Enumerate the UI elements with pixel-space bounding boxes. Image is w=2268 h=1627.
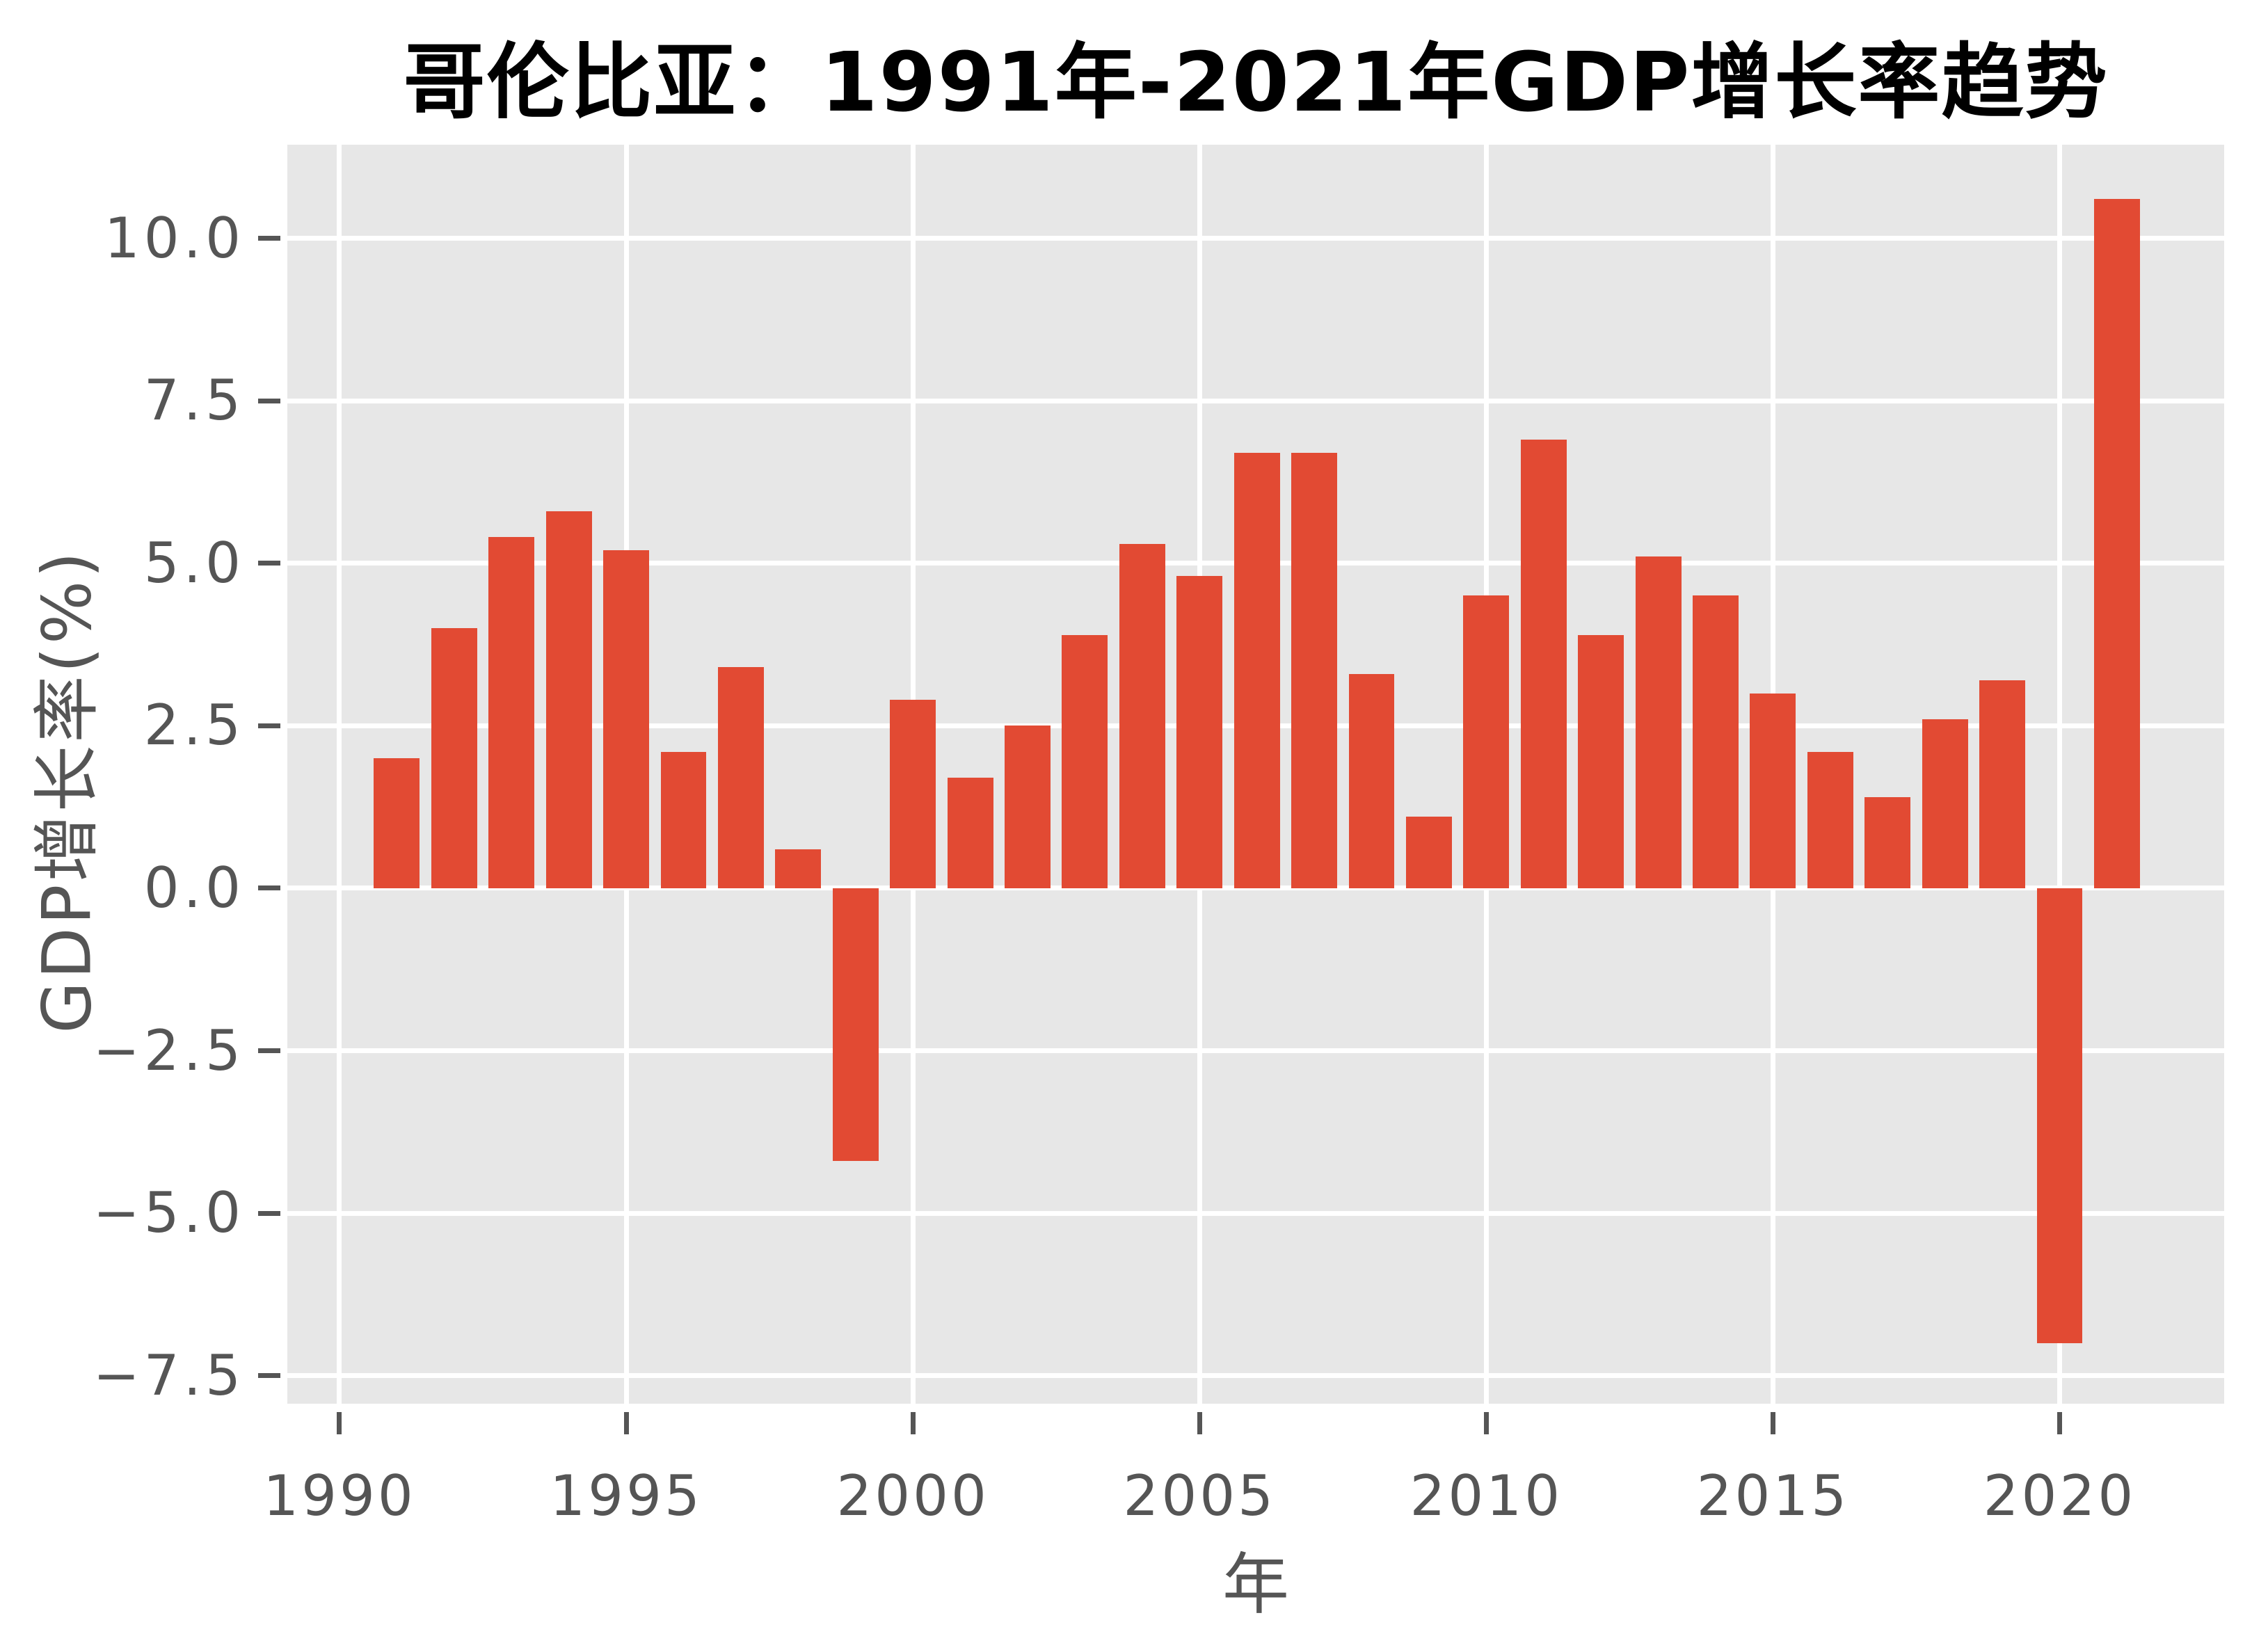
bar-1997 [717, 667, 764, 888]
bar-1996 [660, 751, 707, 888]
bar-2009 [1405, 817, 1452, 888]
gridline-y-0 [287, 885, 2224, 891]
y-tick-label-5: 5.0 [143, 530, 245, 595]
y-tick-mark-7.5 [258, 398, 280, 403]
x-tick-mark-2010 [1483, 1412, 1489, 1434]
y-tick-label--5: −5.0 [93, 1180, 245, 1246]
bar-2015 [1750, 693, 1796, 888]
gridline-x-2020 [2057, 145, 2062, 1404]
y-tick-label-7.5: 7.5 [143, 368, 245, 433]
x-tick-label-2015: 2015 [1696, 1464, 1850, 1528]
y-tick-label-0: 0.0 [143, 855, 245, 920]
bar-1993 [488, 537, 535, 888]
bar-2019 [1979, 680, 2025, 888]
gridline-y--5 [287, 1210, 2224, 1216]
gridline-y-7.5 [287, 398, 2224, 403]
bar-2000 [890, 700, 936, 888]
y-tick-mark--5 [258, 1210, 280, 1216]
x-axis-label: 年 [1222, 1546, 1289, 1624]
y-tick-label--2.5: −2.5 [93, 1018, 245, 1083]
x-tick-mark-2015 [1770, 1412, 1775, 1434]
bar-2020 [2036, 888, 2083, 1344]
bar-2017 [1864, 797, 1911, 888]
y-tick-label-10: 10.0 [104, 205, 245, 271]
bar-2005 [1176, 576, 1223, 888]
x-tick-label-2000: 2000 [836, 1464, 989, 1528]
plot-area [287, 145, 2224, 1404]
gridline-y--7.5 [287, 1373, 2224, 1379]
bar-2011 [1520, 440, 1567, 888]
bar-2001 [947, 778, 993, 888]
bar-2021 [2093, 199, 2140, 888]
bar-1998 [775, 849, 822, 888]
bar-1992 [431, 628, 477, 888]
x-tick-mark-2005 [1197, 1412, 1202, 1434]
bar-2006 [1233, 452, 1280, 888]
x-tick-label-2005: 2005 [1123, 1464, 1277, 1528]
x-tick-label-1995: 1995 [550, 1464, 703, 1528]
x-tick-label-2010: 2010 [1409, 1464, 1563, 1528]
y-tick-mark-10 [258, 236, 280, 241]
bar-1995 [603, 550, 650, 888]
y-tick-mark-2.5 [258, 723, 280, 728]
x-tick-mark-2020 [2057, 1412, 2062, 1434]
chart-title: 哥伦比亚：1991年-2021年GDP增长率趋势 [403, 34, 2109, 130]
bar-2010 [1463, 595, 1510, 888]
bar-2007 [1291, 452, 1338, 888]
bar-2004 [1119, 543, 1165, 888]
bar-2016 [1807, 751, 1853, 888]
x-tick-mark-1990 [337, 1412, 342, 1434]
bar-2018 [1922, 719, 1968, 888]
bar-2008 [1348, 673, 1395, 888]
bar-2012 [1578, 634, 1624, 888]
x-tick-label-2020: 2020 [1983, 1464, 2137, 1528]
y-tick-label-2.5: 2.5 [143, 693, 245, 758]
y-tick-mark-5 [258, 561, 280, 566]
x-tick-label-1990: 1990 [263, 1464, 416, 1528]
gridline-x-1990 [337, 145, 342, 1404]
y-tick-mark--7.5 [258, 1373, 280, 1379]
bar-1994 [545, 511, 592, 888]
bar-1999 [832, 888, 879, 1162]
gridline-y--2.5 [287, 1048, 2224, 1054]
y-tick-mark--2.5 [258, 1048, 280, 1054]
bar-1991 [374, 758, 420, 888]
bar-2003 [1062, 634, 1108, 888]
x-tick-mark-1995 [623, 1412, 629, 1434]
y-axis-label: GDP增长率(%) [28, 549, 106, 1034]
x-tick-mark-2000 [910, 1412, 916, 1434]
y-tick-mark-0 [258, 885, 280, 891]
gridline-y-10 [287, 236, 2224, 241]
bar-2002 [1005, 726, 1051, 888]
bar-2013 [1635, 556, 1682, 888]
y-tick-label--7.5: −7.5 [93, 1343, 245, 1408]
bar-2014 [1693, 595, 1739, 888]
